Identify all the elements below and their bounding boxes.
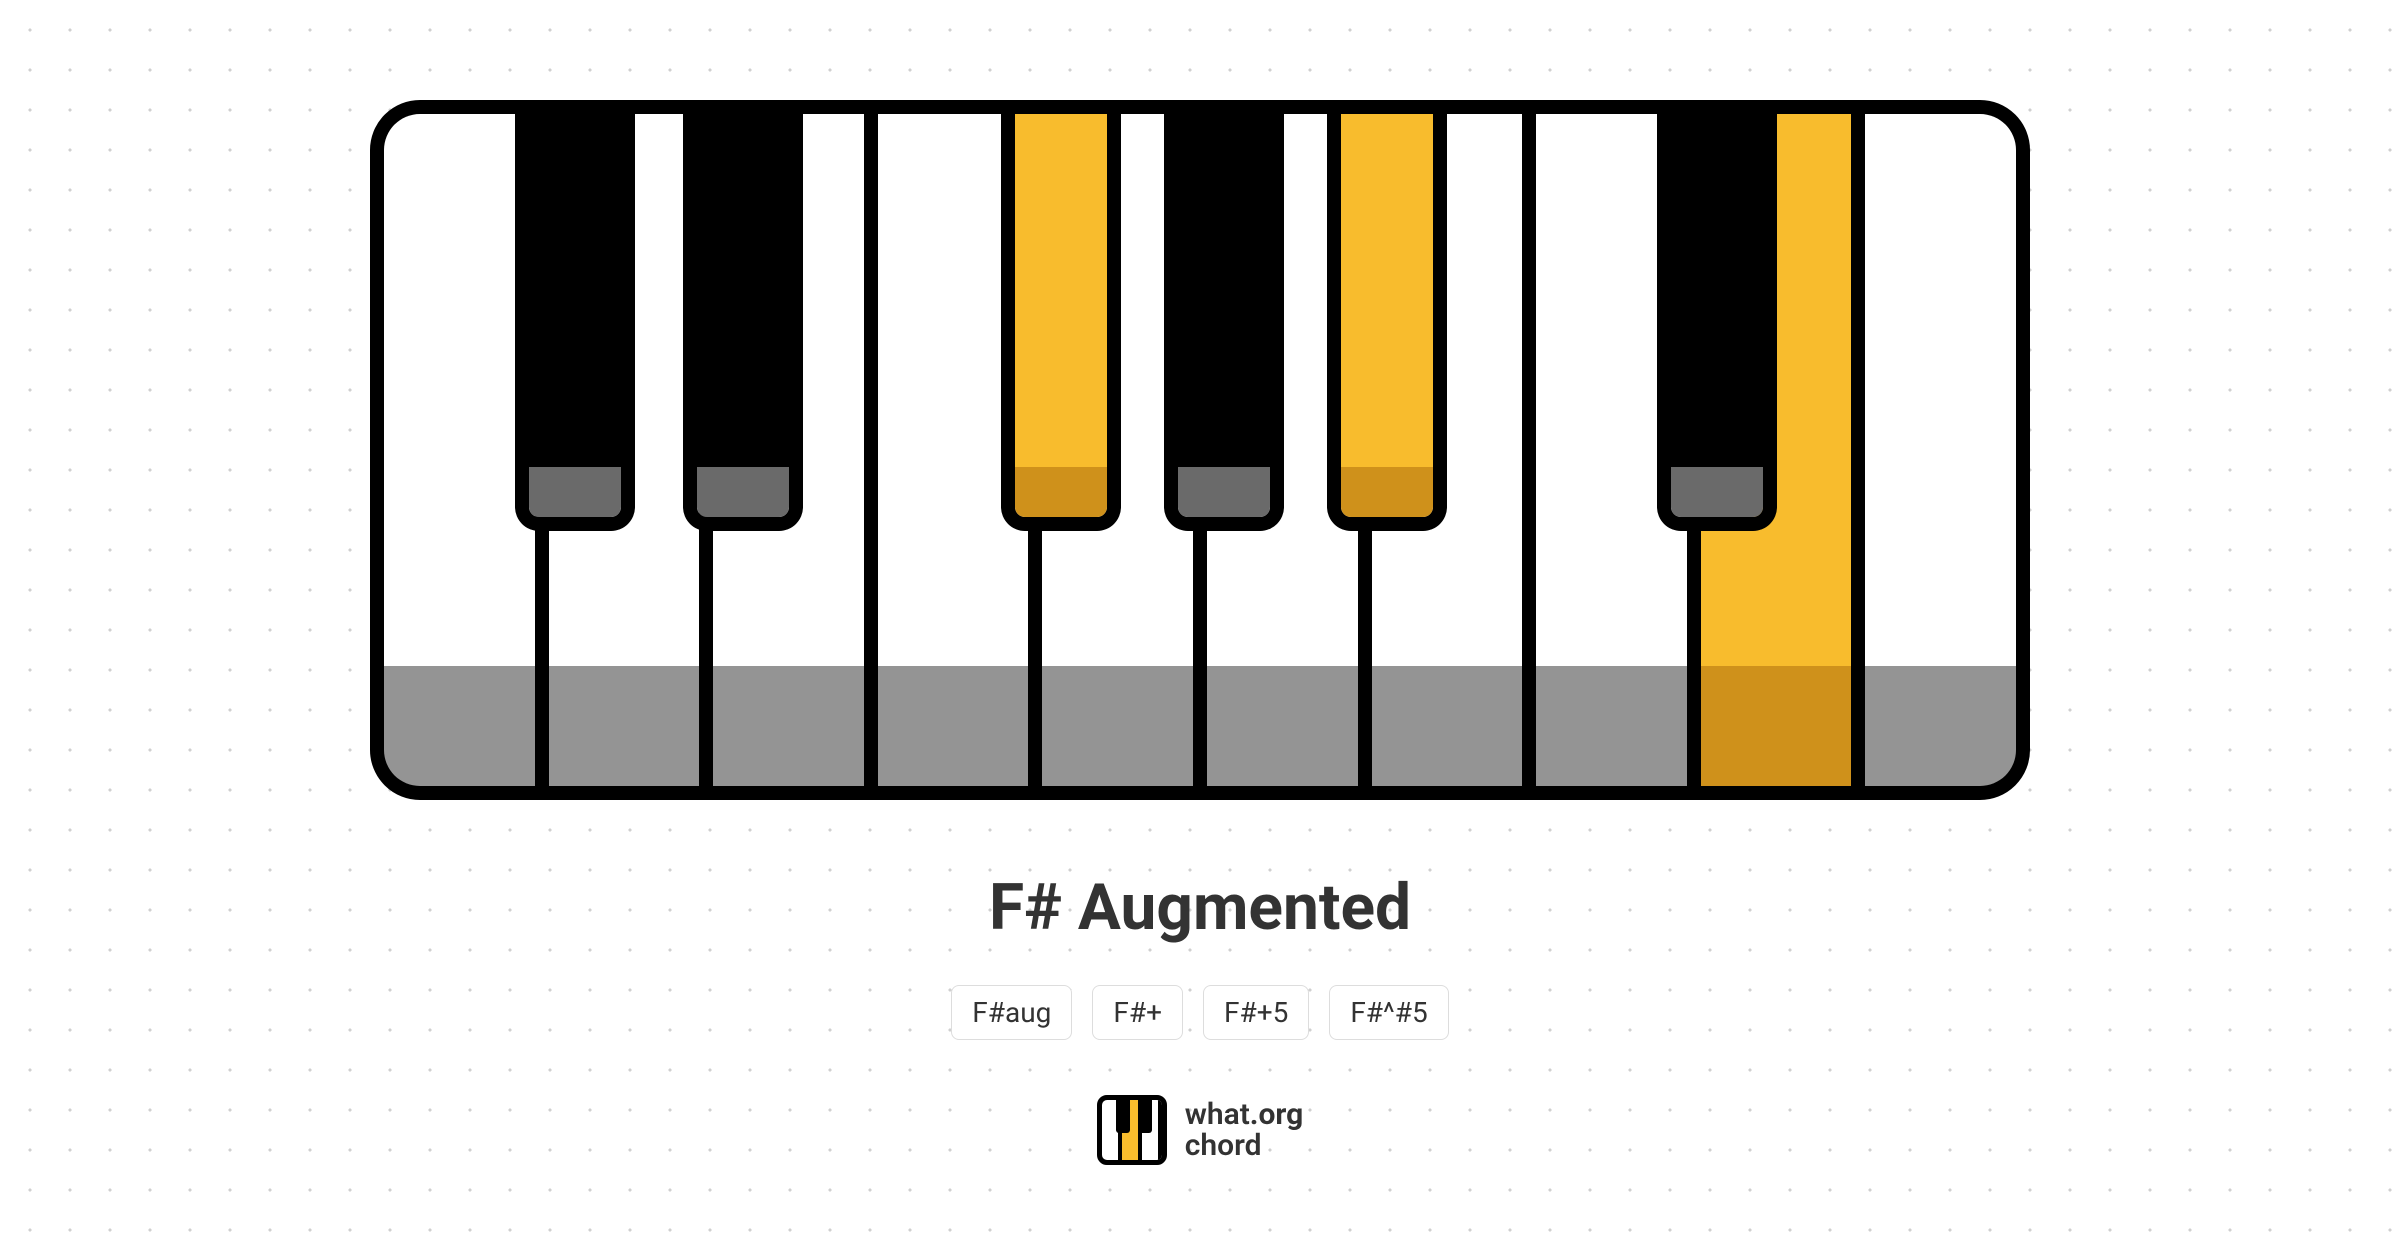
logo-line1a: what: [1185, 1097, 1250, 1132]
white-key-D: [549, 114, 714, 786]
logo-text: what.org chord: [1185, 1099, 1304, 1162]
piano-keyboard-diagram: [370, 100, 2030, 800]
white-key-E2: [1865, 114, 2016, 786]
white-key-D2: [1701, 114, 1866, 786]
white-key-A: [1207, 114, 1372, 786]
logo-line1b: .org: [1250, 1097, 1303, 1132]
white-keys-row: [384, 114, 2016, 786]
chord-alias: F#^#5: [1329, 985, 1448, 1040]
white-key-E: [713, 114, 878, 786]
chord-alias-row: F#aug F#+ F#+5 F#^#5: [951, 985, 1448, 1040]
chord-alias: F#aug: [951, 985, 1072, 1040]
site-logo: what.org chord: [1097, 1095, 1304, 1165]
white-key-B: [1372, 114, 1537, 786]
chord-alias: F#+5: [1203, 985, 1309, 1040]
white-key-C2: [1536, 114, 1701, 786]
chord-alias: F#+: [1092, 985, 1183, 1040]
logo-keyboard-icon: [1097, 1095, 1167, 1165]
chord-title: F# Augmented: [989, 870, 1411, 945]
logo-line2: chord: [1185, 1130, 1304, 1162]
white-key-F: [878, 114, 1043, 786]
keyboard-frame: [370, 100, 2030, 800]
white-key-C: [384, 114, 549, 786]
white-key-G: [1042, 114, 1207, 786]
